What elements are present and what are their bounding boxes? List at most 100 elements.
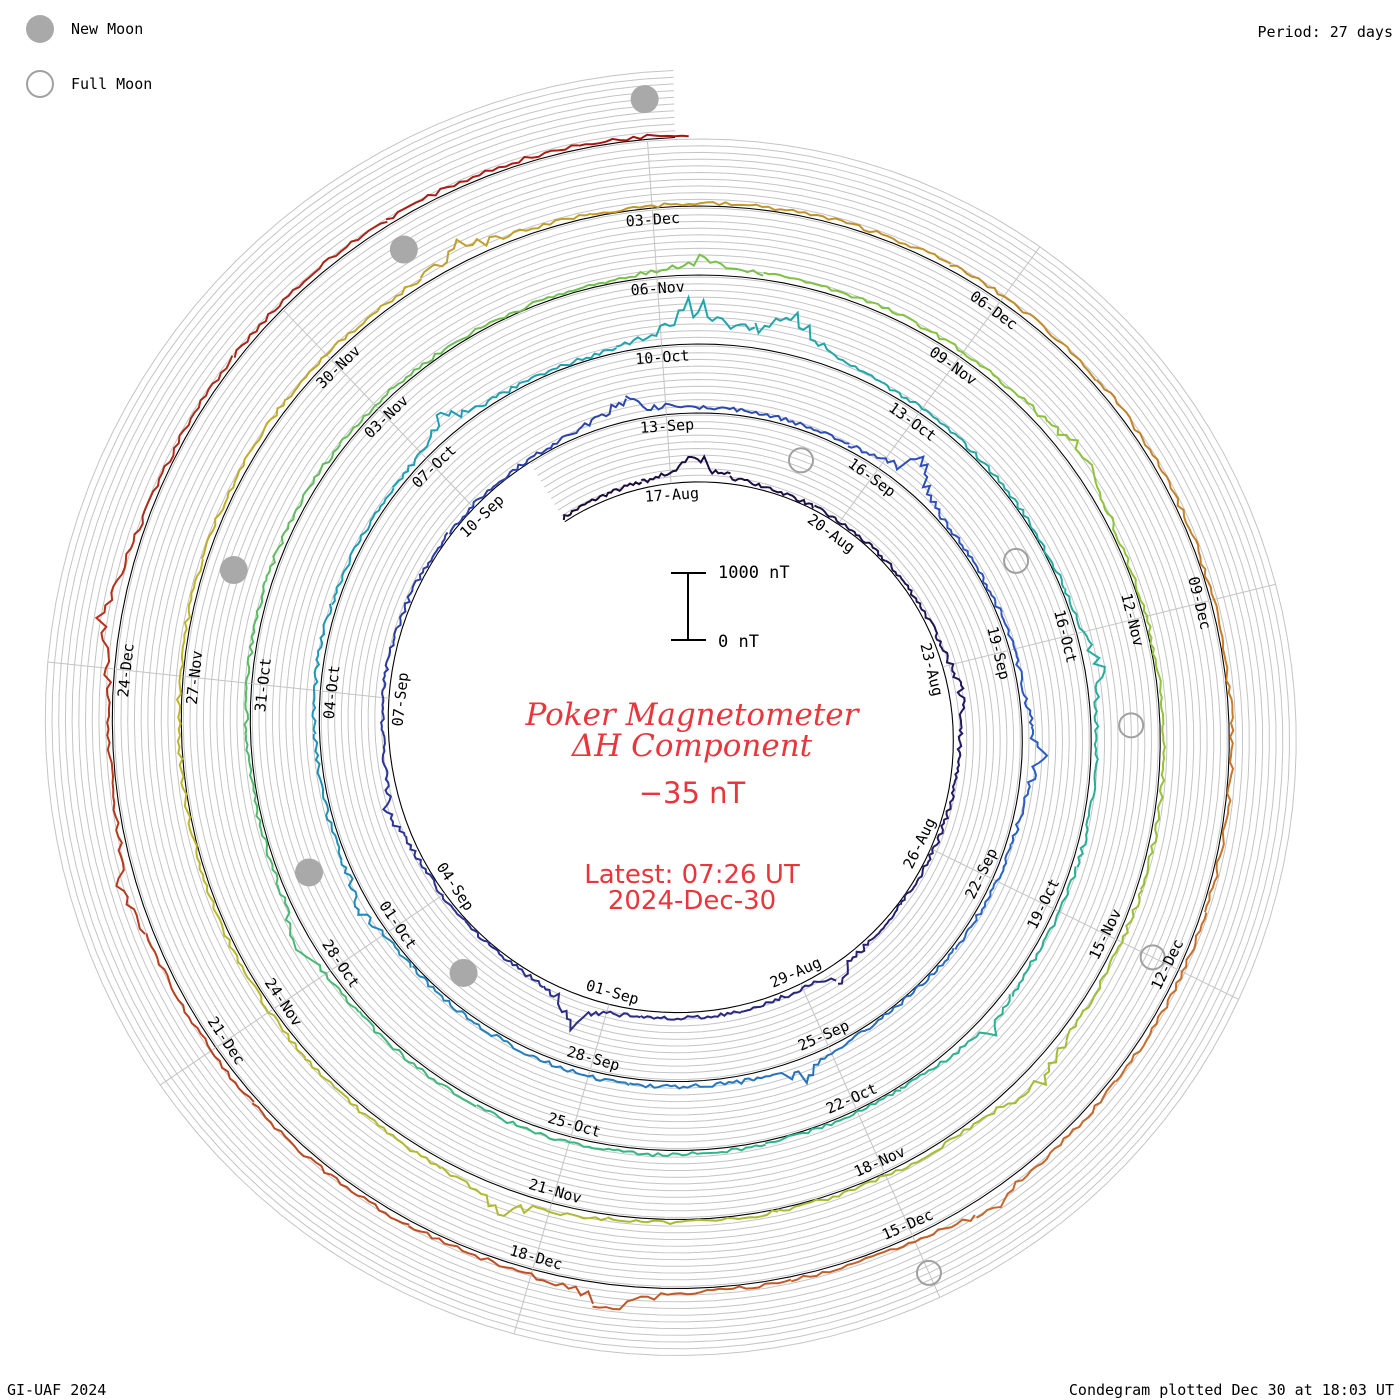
new-moon-marker [295,858,324,887]
date-tick [1210,583,1276,601]
date-label: 10-Oct [635,346,690,368]
chart-title: Poker Magnetometer [525,697,859,733]
date-label: 06-Nov [630,278,685,300]
trace-segment [491,347,617,399]
grid-spiral [98,123,1244,1303]
trace-segment [405,835,467,922]
date-tick [918,358,960,413]
trace-segment [358,1010,477,1108]
trace-segment [865,947,955,1032]
date-label: 24-Nov [261,975,306,1030]
date-tick [828,1046,857,1109]
magnetometer-trace [94,133,1235,1311]
full-moon-icon [26,70,54,98]
date-tick [1009,633,1075,651]
date-label: 18-Dec [508,1241,565,1273]
trace-segment [285,278,423,401]
trace-segment [988,471,1065,590]
date-tick [283,310,331,360]
grid-spiral [44,70,1297,1356]
trace-segment [311,603,333,735]
full-moon-marker [915,1259,942,1286]
trace-segment [814,504,886,562]
date-label: 01-Sep [584,976,641,1008]
date-tick [647,141,653,209]
scale-bar [671,572,706,641]
legend-new-moon: New Moon [26,13,143,45]
date-tick [47,661,115,670]
trace-segment [396,531,449,629]
trace-segment [1064,588,1106,727]
date-label: 24-Dec [114,642,138,698]
trace-segment [606,1209,779,1226]
date-tick [159,1047,217,1086]
trace-segment [883,381,991,472]
trace-segment [251,1102,410,1226]
trace-segment [936,1040,1068,1152]
trace-segment [765,1089,902,1145]
scale-bottom-label: 0 nT [718,632,759,652]
trace-segment [457,281,605,342]
trace-segment [265,443,342,582]
new-moon-marker [389,235,418,264]
grid-spiral [58,83,1284,1343]
trace-segment [949,264,1097,382]
date-tick [322,690,389,699]
grid-spiral [51,76,1290,1350]
trace-segment [419,212,592,279]
trace-segment [1000,612,1034,728]
trace-segment [1076,725,1100,868]
period-label: Period: 27 days [1257,23,1393,41]
legend-full-moon: Full Moon [26,68,152,100]
trace-segment [604,253,764,285]
trace-segment [578,133,689,147]
date-tick [992,878,1054,909]
full-moon-marker [1139,944,1166,971]
date-tick [930,848,992,879]
full-moon-marker [1118,712,1145,739]
date-tick [1178,969,1239,1000]
date-tick [217,1008,274,1047]
trace-segment [509,1043,630,1087]
trace-segment [624,395,742,413]
trace-segment [790,1214,976,1283]
trace-segment [1115,912,1208,1083]
date-label: 28-Oct [318,936,363,991]
trace-segment [1047,420,1130,566]
latest-date: 2024-Dec-30 [607,886,777,916]
date-tick [589,1004,610,1069]
trace-segment [340,860,412,968]
trace-segment [763,271,918,325]
date-tick [800,983,829,1046]
date-tick [912,1235,941,1298]
trace-segment [847,444,941,515]
spiral-grid [44,70,1297,1356]
new-moon-marker [630,85,659,114]
trace-segment [200,398,287,560]
date-label: 27-Nov [183,650,207,706]
date-tick [116,668,184,677]
trace-segment [640,1010,742,1021]
trace-segment [954,843,1012,951]
date-tick [1054,908,1116,940]
date-label: 03-Dec [625,209,680,231]
trace-segment [380,627,398,734]
date-tick [379,409,427,459]
new-moon-marker [219,556,248,585]
date-tick [331,359,379,409]
grid-spiral [64,90,1277,1336]
date-tick [532,1203,553,1268]
new-moon-icon [26,15,54,43]
trace-segment [176,734,215,909]
trace-segment [754,310,884,384]
date-label: 21-Nov [527,1175,584,1207]
full-moon-label: Full Moon [71,75,153,93]
trace-segment [312,733,343,861]
baseline-spiral [111,136,1230,1289]
full-moon-marker [788,447,815,474]
trace-segment [233,220,388,358]
plotted-label: Condegram plotted Dec 30 at 18:03 UT [1068,1381,1394,1399]
trace-segment [1126,564,1165,726]
trace-segment [777,1149,938,1212]
